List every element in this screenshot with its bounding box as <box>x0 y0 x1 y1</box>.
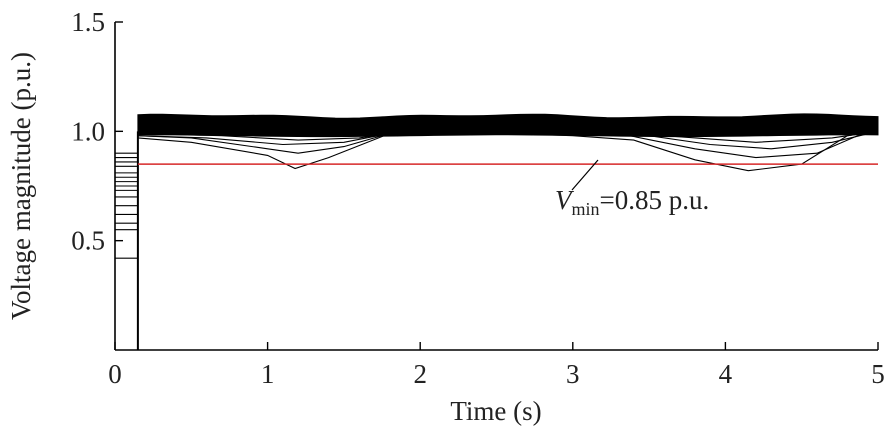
axes <box>114 22 878 351</box>
x-axis-label: Time (s) <box>450 396 541 426</box>
threshold-annotation: Vmin=0.85 p.u. <box>555 159 709 219</box>
y-tick-label: 0.5 <box>71 226 105 256</box>
threshold-symbol: V <box>555 185 575 215</box>
x-ticks: 0 1 2 3 4 5 <box>108 342 885 389</box>
x-tick-label: 0 <box>108 359 122 389</box>
threshold-label: Vmin=0.85 p.u. <box>555 185 709 219</box>
annotation-leader-line <box>571 159 599 191</box>
x-tick-label: 1 <box>261 359 275 389</box>
plot-area <box>115 113 879 350</box>
voltage-trace <box>137 130 879 143</box>
x-tick-label: 3 <box>566 359 580 389</box>
x-tick-label: 5 <box>871 359 885 389</box>
y-axis-label: Voltage magnitude (p.u.) <box>6 52 36 320</box>
y-tick-label: 1.5 <box>71 7 105 37</box>
x-tick-label: 4 <box>719 359 733 389</box>
y-ticks: 0.5 1.0 1.5 <box>71 7 123 256</box>
x-tick-label: 2 <box>413 359 427 389</box>
threshold-subscript: min <box>572 199 600 219</box>
y-tick-label: 1.0 <box>71 116 105 146</box>
voltage-trace <box>137 130 879 172</box>
threshold-value-text: =0.85 p.u. <box>600 185 710 215</box>
